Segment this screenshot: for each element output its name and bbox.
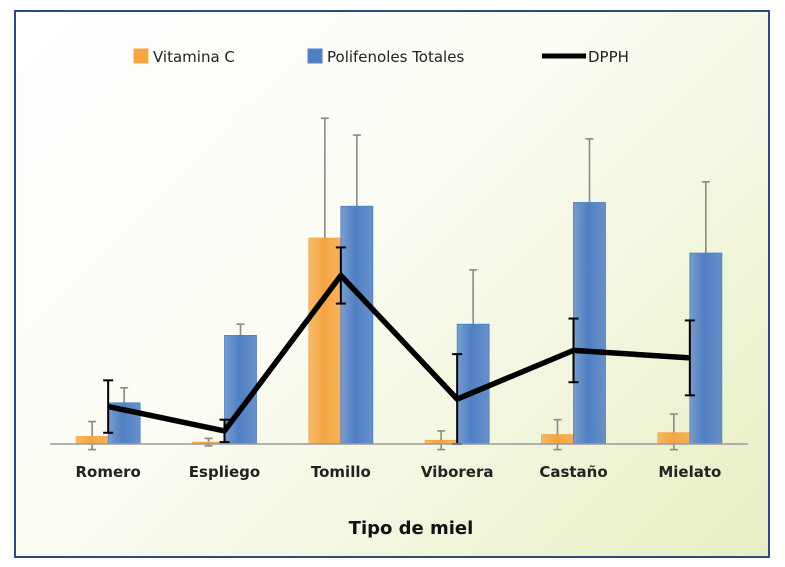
- x-axis-title: Tipo de miel: [349, 518, 474, 539]
- legend-item-polifenoles-totales: Polifenoles Totales: [307, 48, 464, 66]
- legend-label-vitamina-c: Vitamina C: [153, 48, 235, 66]
- bar-polifenoles-totales-tomillo: [340, 205, 374, 445]
- bar-polifenoles-totales-viborera: [456, 323, 490, 445]
- error-bar-dpph-tomillo: [335, 246, 346, 305]
- chart-canvas: Vitamina C Polifenoles Totales DPPH Romero…: [50, 48, 748, 539]
- bar-polifenoles-totales-mielato: [689, 252, 723, 445]
- legend-item-dpph: DPPH: [542, 48, 629, 66]
- x-tick-romero: Romero: [75, 463, 140, 481]
- error-bars: [88, 117, 710, 451]
- bar-vitamina-c-tomillo: [308, 237, 342, 445]
- error-bar-dpph-castano: [568, 317, 579, 384]
- bars: [75, 202, 723, 445]
- legend-label-dpph: DPPH: [588, 48, 629, 66]
- x-tick-labels: Romero Espliego Tomillo Viborera Castaño Miel…: [75, 463, 721, 481]
- legend-item-vitamina-c: Vitamina C: [133, 48, 235, 66]
- x-tick-tomillo: Tomillo: [311, 463, 371, 481]
- bar-vitamina-c-romero: [75, 436, 109, 445]
- chart-frame: Vitamina C Polifenoles Totales DPPH Romero…: [14, 10, 770, 558]
- error-bar-dpph-romero: [103, 379, 114, 434]
- x-tick-espliego: Espliego: [189, 463, 260, 481]
- x-tick-mielato: Mielato: [658, 463, 721, 481]
- bar-vitamina-c-mielato: [657, 432, 691, 445]
- error-bar-dpph-espliego: [219, 418, 230, 444]
- bar-polifenoles-totales-castano: [573, 202, 606, 445]
- legend-swatch-polifenoles-totales: [307, 48, 323, 64]
- x-tick-castano: Castaño: [539, 463, 607, 481]
- legend-label-polifenoles-totales: Polifenoles Totales: [327, 48, 464, 66]
- legend-swatch-vitamina-c: [133, 48, 149, 64]
- bar-vitamina-c-castano: [541, 434, 574, 445]
- error-bar-dpph-mielato: [684, 319, 695, 397]
- dpph-series-line: [107, 272, 691, 434]
- error-bar-vitamina-c-romero: [88, 420, 97, 451]
- legend: Vitamina C Polifenoles Totales DPPH: [133, 48, 629, 66]
- dpph-line: [103, 246, 695, 445]
- x-tick-viborera: Viborera: [421, 463, 494, 481]
